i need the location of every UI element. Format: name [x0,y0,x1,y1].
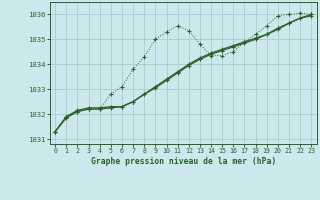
X-axis label: Graphe pression niveau de la mer (hPa): Graphe pression niveau de la mer (hPa) [91,157,276,166]
